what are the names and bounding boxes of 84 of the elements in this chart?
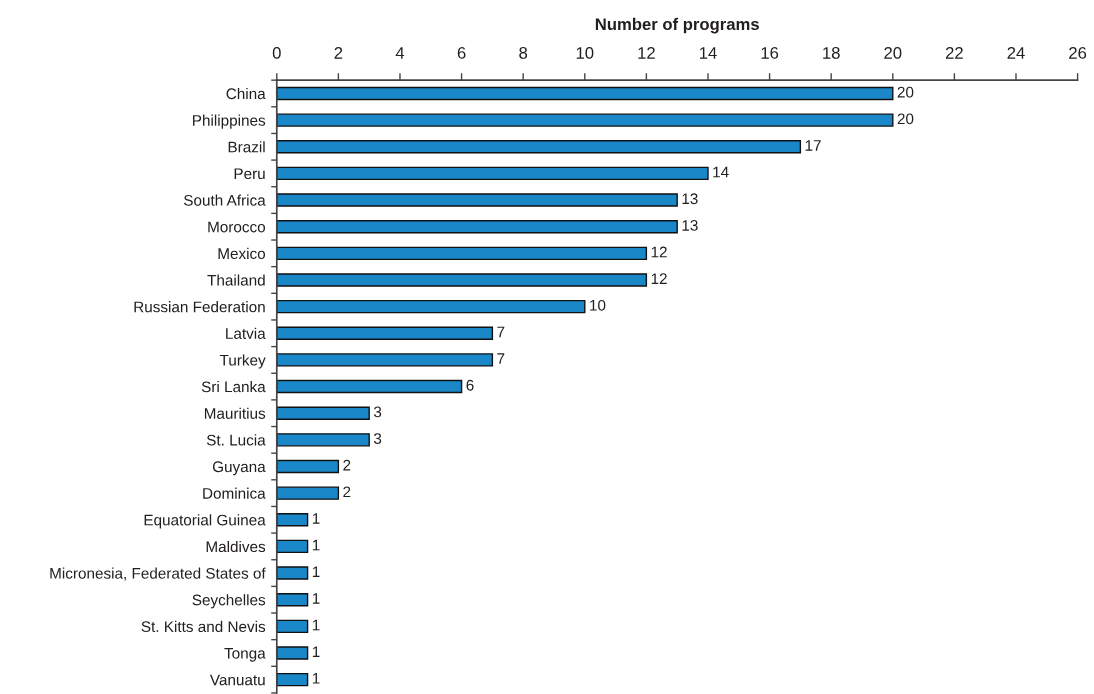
bar [276, 246, 648, 261]
x-tick-label: 18 [823, 47, 840, 59]
x-axis-title: Number of programs [595, 17, 759, 34]
y-tick-label: Sri Lanka [201, 381, 266, 393]
y-tick-label: Vanuatu [209, 674, 265, 686]
y-tick-label: China [226, 87, 266, 100]
bar [276, 672, 309, 687]
data-label: 1 [312, 566, 320, 578]
bar [276, 593, 309, 607]
bar [276, 140, 802, 154]
bar [276, 273, 648, 287]
data-label: 7 [497, 326, 505, 338]
x-tick-label: 2 [334, 47, 343, 59]
data-label: 10 [590, 299, 606, 311]
x-tick-label: 0 [272, 47, 281, 59]
y-tick-label: Mexico [218, 247, 266, 260]
x-tick-label: 6 [457, 47, 466, 59]
bar [276, 433, 370, 447]
bar [276, 379, 463, 394]
y-tick-label: Thailand [207, 274, 265, 286]
bar [276, 299, 586, 314]
data-label: 2 [343, 486, 351, 498]
y-tick-label: Seychelles [192, 594, 266, 609]
data-label: 12 [651, 246, 667, 258]
x-tick-label: 22 [945, 47, 963, 59]
data-label: 6 [466, 379, 474, 391]
y-tick-label: Guyana [212, 461, 266, 476]
bar [276, 619, 309, 634]
y-tick-label: Mauritius [204, 407, 266, 419]
data-label: 1 [312, 619, 320, 631]
data-label: 1 [312, 646, 320, 657]
y-tick-label: Tonga [224, 648, 266, 662]
bar [276, 513, 309, 527]
bar [276, 566, 309, 580]
x-tick-label: 26 [1069, 47, 1087, 59]
data-label: 17 [805, 140, 821, 151]
data-label: 7 [497, 353, 505, 364]
data-label: 1 [312, 513, 320, 524]
y-tick-label: Maldives [206, 540, 266, 553]
bar [276, 406, 370, 420]
y-tick-label: Dominica [203, 487, 266, 499]
bar [276, 326, 494, 340]
bar [276, 353, 494, 367]
bar [276, 86, 894, 101]
x-tick-label: 10 [576, 47, 594, 59]
x-tick-label: 12 [638, 47, 655, 59]
bar [276, 486, 340, 500]
bar [276, 459, 340, 474]
y-tick-label: Brazil [228, 141, 265, 153]
y-tick-label: Equatorial Guinea [144, 514, 266, 529]
x-tick-label: 14 [699, 47, 717, 59]
data-label: 12 [651, 273, 667, 284]
data-label: 3 [373, 433, 382, 444]
y-tick-label: Philippines [193, 114, 266, 129]
y-tick-label: Peru [234, 168, 265, 180]
data-label: 2 [343, 459, 351, 471]
data-label: 14 [713, 166, 729, 178]
y-tick-label: Morocco [208, 221, 266, 233]
data-label: 20 [897, 113, 914, 125]
y-tick-label: St. Lucia [206, 434, 266, 446]
bar [276, 193, 678, 207]
data-label: 13 [682, 193, 698, 205]
y-tick-label: Micronesia, Federated States of [50, 567, 266, 581]
data-label: 1 [312, 593, 320, 604]
x-tick-label: 4 [395, 47, 405, 59]
bar [276, 539, 309, 554]
bar [276, 220, 678, 234]
data-label: 13 [682, 219, 698, 231]
x-tick-label: 20 [884, 47, 902, 59]
x-tick-label: 16 [761, 47, 779, 59]
y-tick-label: South Africa [183, 194, 266, 206]
y-tick-label: St. Kitts and Nevis [141, 620, 266, 633]
x-tick-label: 8 [519, 47, 528, 59]
x-tick-label: 24 [1007, 47, 1025, 59]
bar [276, 646, 309, 660]
data-label: 1 [312, 673, 320, 684]
y-tick-label: Russian Federation [134, 301, 265, 313]
data-label: 1 [312, 539, 320, 551]
y-tick-label: Turkey [219, 354, 266, 369]
bar [276, 113, 894, 127]
y-tick-label: Latvia [226, 327, 266, 339]
data-label: 20 [897, 86, 914, 98]
data-label: 3 [373, 406, 382, 418]
bar [276, 166, 709, 181]
